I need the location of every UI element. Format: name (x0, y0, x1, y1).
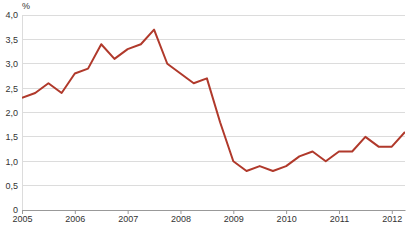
y-axis-line (22, 16, 23, 211)
y-tick: 3,5 (5, 35, 22, 45)
grid-line (22, 88, 405, 89)
y-tick: 1,0 (5, 157, 22, 167)
y-tick-label: 2,5 (5, 84, 18, 94)
x-tick: 2012 (382, 210, 402, 224)
x-tick-label: 2009 (224, 214, 244, 224)
y-tick: 2,5 (5, 84, 22, 94)
y-axis: 00,51,01,52,02,53,03,54,0 (5, 10, 22, 215)
grid (22, 15, 405, 210)
x-tick-label: 2007 (118, 214, 138, 224)
x-tick: 2010 (277, 210, 297, 224)
x-tick: 2005 (12, 210, 32, 224)
grid-line (22, 185, 405, 186)
y-tick: 2,0 (5, 108, 22, 118)
y-tick-label: 4,0 (5, 10, 18, 20)
x-tick-label: 2008 (171, 214, 191, 224)
y-tick: 1,5 (5, 132, 22, 142)
x-tick-label: 2006 (65, 214, 85, 224)
x-tick: 2007 (118, 210, 138, 224)
chart: 00,51,01,52,02,53,03,54,0200520062007200… (0, 0, 410, 228)
x-tick-label: 2005 (12, 214, 32, 224)
x-tick-label: 2011 (330, 214, 349, 224)
grid-line (22, 39, 405, 40)
x-tick: 2008 (171, 210, 191, 224)
y-tick: 0,5 (5, 181, 22, 191)
y-tick-label: 2,0 (5, 108, 18, 118)
y-tick-label: 1,5 (5, 132, 18, 142)
x-tick-label: 2010 (277, 214, 297, 224)
grid-line (22, 15, 405, 16)
grid-line (22, 63, 405, 64)
y-tick-label: 3,5 (5, 35, 18, 45)
y-tick-label: 3,0 (5, 59, 18, 69)
grid-line (22, 112, 405, 113)
y-tick: 3,0 (5, 59, 22, 69)
y-tick-label: 0,5 (5, 181, 18, 191)
plot-area (22, 30, 405, 171)
grid-line (22, 136, 405, 137)
grid-line (22, 210, 405, 211)
y-tick: 4,0 (5, 10, 22, 20)
x-tick: 2011 (330, 210, 349, 224)
x-axis: 2005 2006 2007 2008 2009 2010 2011 2012 (12, 210, 405, 224)
x-tick-label: 2012 (382, 214, 402, 224)
grid-line (22, 161, 405, 162)
x-axis-line (23, 210, 406, 211)
y-axis-title: % (22, 1, 30, 11)
x-tick: 2006 (65, 210, 85, 224)
x-tick: 2009 (224, 210, 244, 224)
data-line (22, 30, 405, 171)
y-tick-label: 1,0 (5, 157, 18, 167)
